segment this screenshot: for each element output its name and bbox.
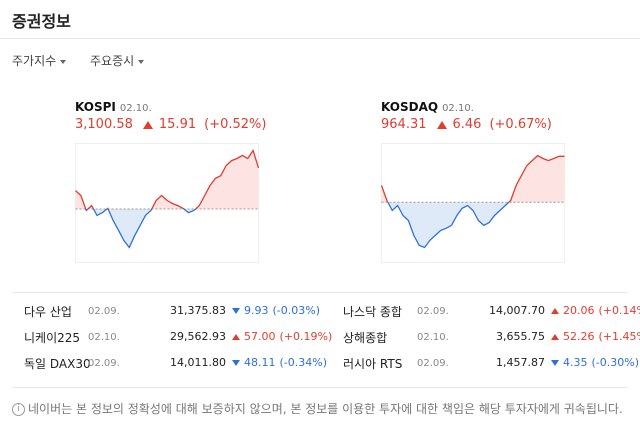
index-percent: (+0.52%) <box>204 117 267 132</box>
market-change: 20.06(+0.14%) <box>545 304 640 317</box>
index-date: 02.10. <box>119 103 152 114</box>
index-change: 15.91 <box>158 117 197 132</box>
market-value: 29,562.93 <box>170 330 226 343</box>
divider <box>0 38 640 39</box>
area-down <box>85 209 196 248</box>
market-name: 독일 DAX30 <box>24 357 91 371</box>
divider <box>12 292 628 293</box>
index-value: 964.31 <box>381 117 427 132</box>
change-percent: (-0.34%) <box>279 356 328 369</box>
area-down <box>387 202 509 248</box>
market-date: 02.10. <box>417 332 449 343</box>
widget-title: 증권정보 <box>12 12 71 31</box>
index-change: 6.46 <box>452 117 482 132</box>
market-value: 14,007.70 <box>489 304 545 317</box>
tab[interactable]: 주가지수 <box>12 52 67 69</box>
market-value: 3,655.75 <box>496 330 545 343</box>
tab-label: 주요증시 <box>90 54 135 68</box>
info-icon: i <box>12 403 25 416</box>
market-date: 02.09. <box>417 358 449 369</box>
market-name: 나스닥 종합 <box>343 305 403 319</box>
area-up <box>381 155 565 203</box>
market-name: 니케이225 <box>24 331 81 345</box>
notice: i 네이버는 본 정보의 정확성에 대해 보증하지 않으며, 본 정보를 이용한 … <box>12 400 624 419</box>
change-percent: (+1.45%) <box>598 330 640 343</box>
arrow <box>142 120 153 129</box>
index-value: 3,100.58 <box>75 117 133 132</box>
divider <box>12 387 628 388</box>
market-name: 상해종합 <box>343 331 388 345</box>
change-value: 20.06 <box>563 304 595 317</box>
arrow <box>551 360 559 366</box>
index-quote: 3,100.58 15.91 (+0.52%) <box>75 117 266 132</box>
price-line <box>381 154 565 203</box>
market-change: 57.00 (+0.19%) <box>226 330 332 343</box>
tab-label: 주가지수 <box>12 54 57 68</box>
index-percent: (+0.67%) <box>489 117 552 132</box>
market-change: 4.35 (-0.30%) <box>545 356 639 369</box>
market-date: 02.09. <box>88 306 120 317</box>
index-name: KOSDAQ <box>381 100 439 114</box>
index-header: KOSPI 02.10. <box>75 96 152 115</box>
market-value: 1,457.87 <box>496 356 545 369</box>
market-date: 02.09. <box>417 306 449 317</box>
change-percent: (+0.14%) <box>598 304 640 317</box>
arrow <box>551 308 559 314</box>
arrow <box>232 360 240 366</box>
price-line <box>387 202 510 249</box>
price-line <box>75 149 260 210</box>
index-quote: 964.31 6.46 (+0.67%) <box>381 117 552 132</box>
market-name: 러시아 RTS <box>343 357 403 371</box>
tab[interactable]: 주요증시 <box>90 52 145 69</box>
arrow <box>436 120 447 129</box>
change-value: 57.00 <box>244 330 276 343</box>
change-value: 48.11 <box>244 356 276 369</box>
index-name: KOSPI <box>75 100 116 114</box>
change-percent: (-0.30%) <box>591 356 640 369</box>
change-percent: (+0.19%) <box>279 330 333 343</box>
notice-text: 네이버는 본 정보의 정확성에 대해 보증하지 않으며, 본 정보를 이용한 투… <box>28 402 623 416</box>
sparkline <box>75 143 260 263</box>
market-change: 9.93 (-0.03%) <box>226 304 320 317</box>
index-header: KOSDAQ 02.10. <box>381 96 474 115</box>
index-date: 02.10. <box>442 103 474 114</box>
market-date: 02.10. <box>88 332 120 343</box>
change-percent: (-0.03%) <box>272 304 321 317</box>
area-up <box>75 150 259 210</box>
caret <box>60 59 67 64</box>
arrow <box>551 334 559 340</box>
market-change: 52.26(+1.45%) <box>545 330 640 343</box>
market-date: 02.09. <box>88 358 120 369</box>
market-change: 48.11 (-0.34%) <box>226 356 327 369</box>
sparkline <box>381 143 565 263</box>
market-name: 다우 산업 <box>24 305 72 319</box>
price-line <box>85 209 197 249</box>
change-value: 52.26 <box>563 330 595 343</box>
chart-frame <box>381 143 565 263</box>
caret <box>138 59 145 64</box>
arrow <box>232 308 240 314</box>
change-value: 9.93 <box>244 304 269 317</box>
market-value: 31,375.83 <box>170 304 226 317</box>
market-value: 14,011.80 <box>170 356 226 369</box>
arrow <box>232 334 240 340</box>
change-value: 4.35 <box>563 356 588 369</box>
